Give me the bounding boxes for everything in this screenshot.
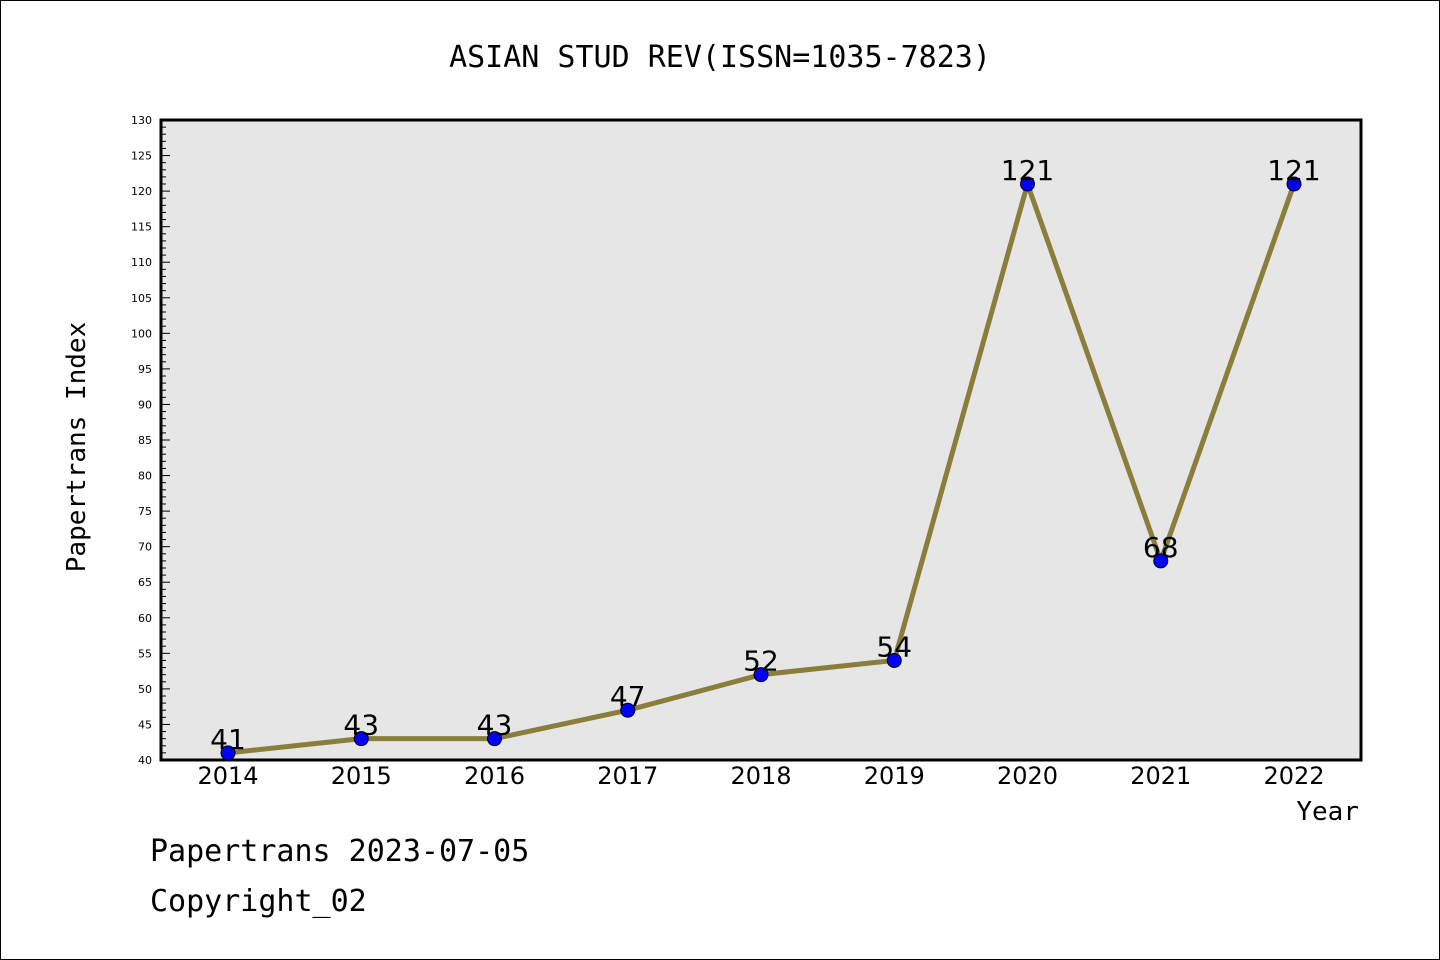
- data-label: 41: [210, 723, 246, 756]
- x-tick-label: 2020: [997, 762, 1058, 790]
- data-label: 68: [1143, 531, 1179, 564]
- x-tick-label: 2022: [1263, 762, 1324, 790]
- y-tick-label: 85: [138, 434, 152, 447]
- footer-date-text: Papertrans 2023-07-05: [150, 834, 530, 869]
- y-tick-label: 55: [138, 647, 152, 660]
- x-tick-label: 2015: [331, 762, 392, 790]
- chart-title: ASIAN STUD REV(ISSN=1035-7823): [449, 40, 991, 75]
- marker-group: [220, 176, 1302, 761]
- y-tick-label: 60: [138, 612, 152, 625]
- y-axis-tick-labels: 40 45 50 55 60 65 70 75 80 85 90 95 100 105 110 115 120 1…: [131, 114, 152, 767]
- data-label: 43: [343, 709, 379, 742]
- data-label: 121: [1001, 154, 1054, 187]
- y-tick-label: 75: [138, 505, 152, 518]
- data-point-marker: [353, 731, 369, 747]
- y-tick-label: 120: [131, 185, 152, 198]
- x-axis-tick-labels: 2014 2015 2016 2017 2018 2019 2020 2021 2022: [197, 762, 1324, 790]
- x-tick-label: 2021: [1130, 762, 1191, 790]
- data-label: 121: [1267, 154, 1320, 187]
- data-label: 54: [876, 630, 912, 663]
- y-axis-title: Papertrans Index: [62, 322, 92, 572]
- data-point-marker: [220, 745, 236, 761]
- data-point-marker: [886, 652, 902, 668]
- y-tick-label: 95: [138, 363, 152, 376]
- y-tick-label: 125: [131, 150, 152, 163]
- x-tick-label: 2016: [464, 762, 525, 790]
- x-tick-label: 2014: [197, 762, 258, 790]
- plot-area: [159, 118, 1363, 762]
- data-label: 43: [477, 709, 513, 742]
- x-tick-label: 2019: [864, 762, 925, 790]
- y-tick-label: 45: [138, 718, 152, 731]
- y-tick-label: 50: [138, 683, 152, 696]
- y-tick-label: 70: [138, 541, 152, 554]
- y-tick-label: 130: [131, 114, 152, 127]
- data-label: 47: [610, 680, 646, 713]
- data-point-marker: [487, 731, 502, 747]
- data-label-group: 41 43 43 47 52 54 121 68 121: [210, 154, 1321, 756]
- data-label: 52: [743, 645, 779, 678]
- y-tick-label: 105: [131, 292, 152, 305]
- data-point-marker: [753, 667, 769, 683]
- y-tick-label: 100: [131, 327, 152, 340]
- footer-copyright-text: Copyright_02: [150, 884, 367, 919]
- data-point-marker: [620, 702, 636, 718]
- y-tick-label: 65: [138, 576, 152, 589]
- y-tick-label: 40: [138, 754, 152, 767]
- x-tick-label: 2017: [597, 762, 658, 790]
- data-point-marker: [1286, 176, 1302, 192]
- y-axis-ticks: [161, 119, 170, 761]
- x-tick-label: 2018: [730, 762, 791, 790]
- data-point-marker: [1153, 553, 1169, 569]
- y-tick-label: 115: [131, 221, 152, 234]
- x-axis-title: Year: [1296, 797, 1359, 827]
- data-point-marker: [1020, 176, 1035, 192]
- y-tick-label: 110: [131, 256, 152, 269]
- y-tick-label: 80: [138, 470, 152, 483]
- y-tick-label: 90: [138, 398, 152, 411]
